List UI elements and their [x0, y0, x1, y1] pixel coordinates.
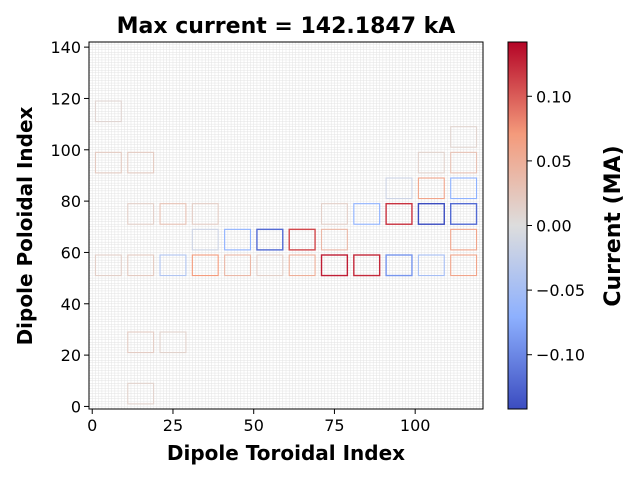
x-axis-label: Dipole Toroidal Index: [167, 441, 405, 465]
dipole-loops: [94, 100, 478, 405]
loop-10: [450, 202, 478, 225]
x-axis-ticks: 0 25 50 75 100: [87, 409, 430, 435]
colorbar: 0.10 0.05 0.00 −0.05 −0.10 Current (MA): [507, 41, 626, 410]
y-tick-label: 0: [71, 397, 81, 416]
y-axis-label: Dipole Poloidal Index: [13, 106, 37, 345]
loop-6: [385, 177, 413, 200]
loop-29: [450, 254, 478, 277]
loop-0: [94, 151, 122, 174]
loop-15: [224, 228, 252, 251]
y-tick-label: 120: [50, 89, 81, 108]
y-tick-label: 140: [50, 38, 81, 57]
loop-20: [191, 228, 219, 251]
loop-3: [417, 151, 445, 174]
y-tick-label: 20: [61, 346, 81, 365]
loop-9: [417, 202, 445, 225]
colorbar-tick-label: 0.05: [536, 152, 572, 171]
loop-7: [353, 203, 381, 225]
loop-36: [450, 126, 478, 148]
loop-22: [191, 254, 219, 277]
y-axis-ticks: 0 20 40 60 80 100 120 140: [50, 38, 89, 416]
y-tick-label: 100: [50, 141, 81, 160]
loop-11: [320, 203, 348, 225]
loop-31: [256, 254, 284, 277]
x-tick-label: 25: [163, 416, 183, 435]
colorbar-ticks: 0.10 0.05 0.00 −0.05 −0.10: [527, 87, 585, 365]
loop-4: [417, 177, 445, 200]
loop-33: [127, 331, 155, 354]
loop-8: [385, 202, 413, 225]
loop-26: [353, 254, 381, 277]
loop-2: [450, 151, 478, 174]
loop-32: [94, 254, 122, 277]
colorbar-tick-label: 0.10: [536, 87, 572, 106]
colorbar-label: Current (MA): [601, 145, 626, 306]
loop-37: [94, 100, 122, 123]
plot-frame: [88, 41, 484, 410]
grid-path: [89, 42, 483, 409]
loop-19: [450, 228, 478, 251]
loop-25: [320, 254, 349, 277]
x-tick-label: 75: [324, 416, 344, 435]
y-tick-label: 60: [61, 243, 81, 262]
loop-34: [159, 331, 187, 354]
y-tick-label: 40: [61, 295, 81, 314]
loop-21: [159, 254, 187, 277]
colorbar-gradient: [507, 41, 528, 410]
loop-18: [320, 228, 348, 251]
x-tick-label: 100: [400, 416, 431, 435]
plot-area: [88, 41, 484, 410]
loop-12: [127, 203, 155, 225]
loop-35: [127, 382, 155, 405]
loop-16: [256, 228, 284, 251]
loop-28: [417, 254, 445, 277]
y-tick-label: 80: [61, 192, 81, 211]
colorbar-tick-label: −0.05: [536, 281, 585, 300]
loop-1: [127, 151, 155, 174]
loop-5: [450, 177, 478, 200]
loop-17: [288, 228, 316, 251]
loop-23: [224, 254, 252, 277]
loop-27: [385, 254, 413, 277]
x-tick-label: 50: [244, 416, 264, 435]
grid-lines: [89, 42, 483, 409]
colorbar-tick-label: −0.10: [536, 346, 585, 365]
x-tick-label: 0: [87, 416, 97, 435]
loop-14: [191, 203, 219, 225]
colorbar-tick-label: 0.00: [536, 217, 572, 236]
chart-title: Max current = 142.1847 kA: [117, 14, 456, 39]
loop-24: [288, 254, 316, 277]
loop-13: [159, 203, 187, 225]
loop-30: [127, 254, 155, 277]
